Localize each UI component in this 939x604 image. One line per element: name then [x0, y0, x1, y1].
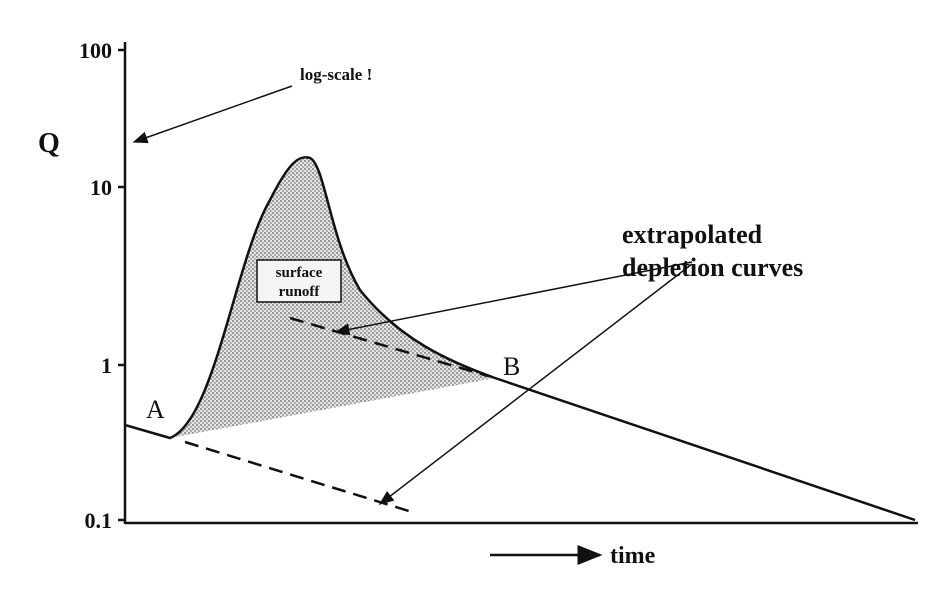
x-label: time [610, 543, 656, 569]
y-tick-label: 0.1 [85, 508, 113, 533]
arrow [132, 85, 293, 144]
arrow [378, 263, 693, 505]
arrow [334, 261, 693, 336]
runoff-label: surface [276, 265, 323, 281]
y-label: Q [38, 128, 60, 159]
upper-depletion [289, 316, 489, 378]
y-tick-label: 100 [79, 38, 112, 63]
point-label: B [503, 352, 520, 381]
y-tick-label: 10 [90, 175, 112, 200]
log-scale-note: log-scale ! [300, 65, 372, 84]
hydrograph [124, 156, 916, 522]
lower-depletion [184, 440, 413, 514]
runoff-label: runoff [279, 284, 321, 300]
y-ticks [118, 48, 125, 522]
point-label: A [146, 395, 165, 424]
extrapolated-label: depletion curves [622, 253, 803, 282]
runoff-box [256, 259, 342, 303]
y-tick-label: 1 [101, 353, 112, 378]
extrapolated-label: extrapolated [622, 220, 763, 249]
